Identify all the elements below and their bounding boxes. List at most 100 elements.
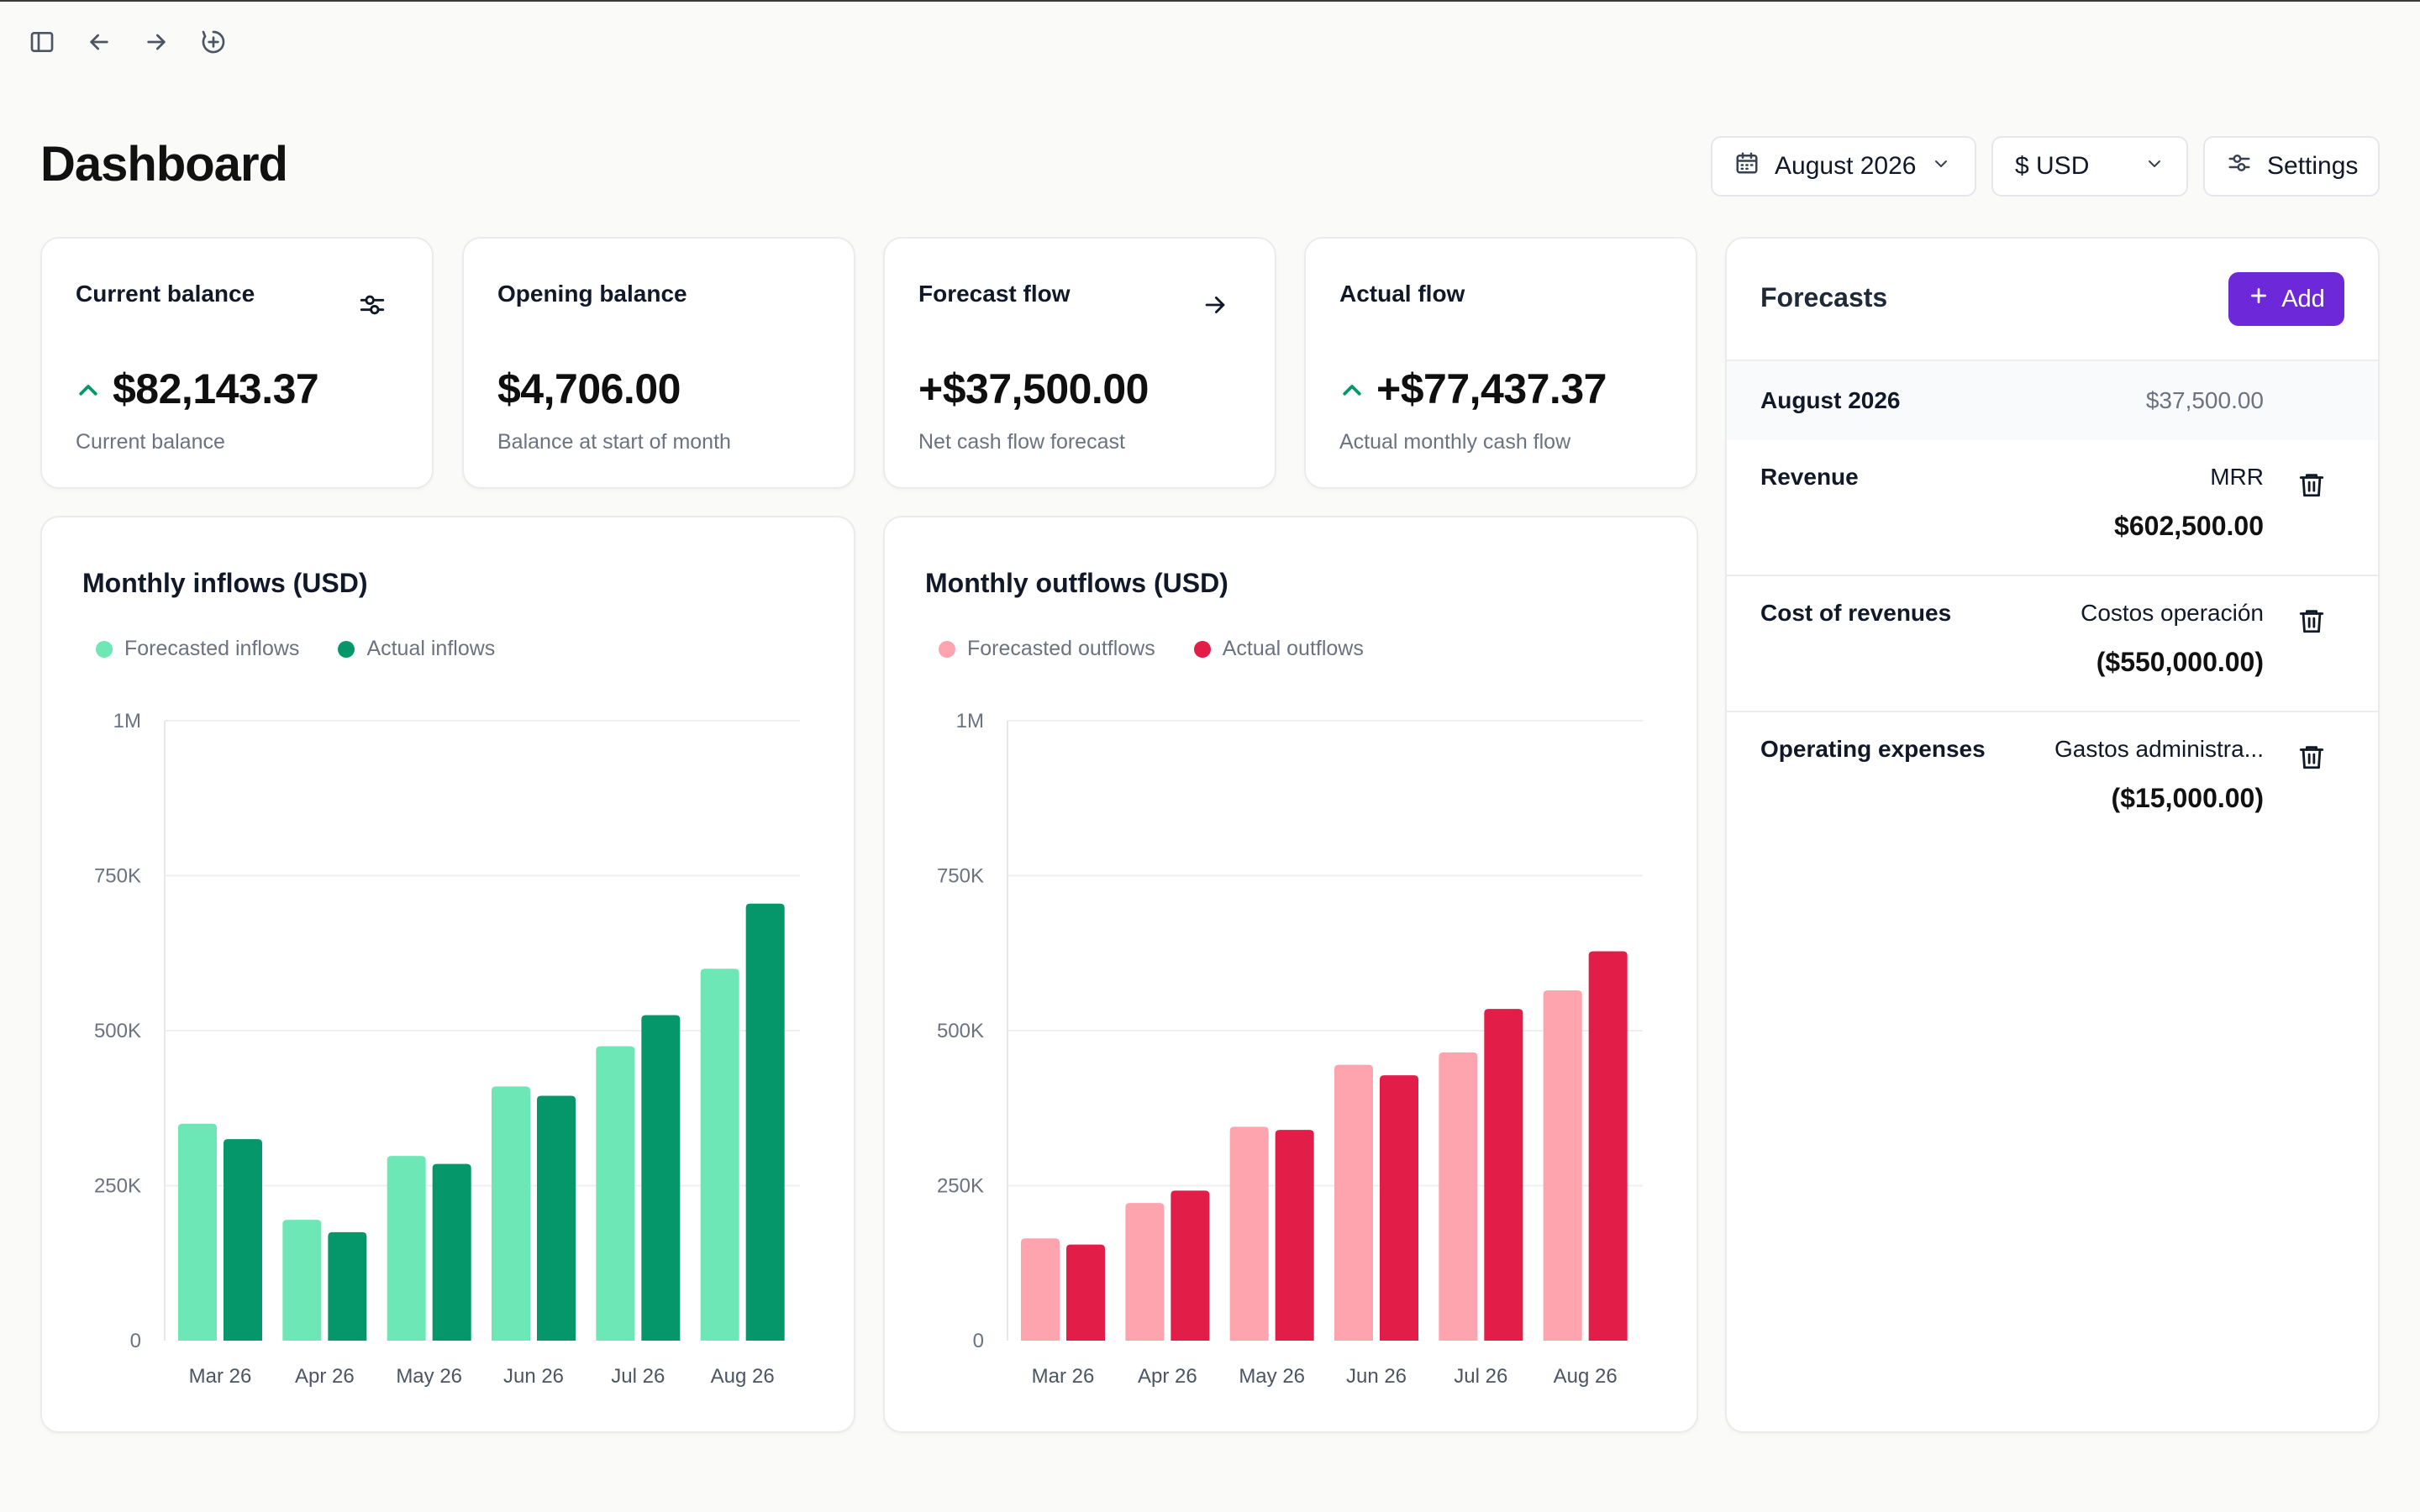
y-tick-label: 750K — [94, 865, 141, 888]
x-tick-label: Jun 26 — [1346, 1365, 1407, 1388]
legend-label: Forecasted outflows — [967, 637, 1155, 660]
card-value-text: $4,706.00 — [497, 365, 681, 412]
card-subtitle: Balance at start of month — [497, 430, 731, 454]
trash-icon[interactable] — [2297, 470, 2326, 499]
forecast-row[interactable]: Operating expenses Gastos administra... … — [1727, 712, 2378, 848]
card-label: Actual flow — [1339, 281, 1465, 307]
y-tick-label: 0 — [973, 1330, 984, 1352]
card-value: +$77,437.37 — [1339, 365, 1607, 413]
sidebar-toggle-icon[interactable] — [25, 25, 59, 59]
outflows-chart-card: 0 250K 500K 750K 1M Mar 26 Apr 26 May 26 Jun 26 J… — [883, 516, 1698, 1433]
x-tick-label: Apr 26 — [1138, 1365, 1197, 1388]
x-tick-label: Mar 26 — [189, 1365, 252, 1388]
bar-actual-outflows — [1275, 1130, 1314, 1341]
legend-label: Forecasted inflows — [124, 637, 300, 660]
chevron-down-icon — [2144, 152, 2165, 181]
legend-item: Forecasted outflows — [939, 637, 1155, 661]
forecast-row-name: Cost of revenues — [1760, 600, 1952, 626]
bar-forecasted-inflows — [596, 1046, 635, 1341]
x-tick-label: Jul 26 — [611, 1365, 665, 1388]
forward-arrow-icon[interactable] — [139, 25, 173, 59]
chart-legend: Forecasted outflows Actual outflows — [939, 637, 1364, 661]
trash-icon[interactable] — [2297, 606, 2326, 635]
add-forecast-button[interactable]: Add — [2228, 272, 2344, 326]
forecast-row-category: Costos operación — [2081, 600, 2264, 626]
chart-legend: Forecasted inflows Actual inflows — [96, 637, 495, 661]
forecasts-title: Forecasts — [1760, 282, 1888, 312]
calendar-icon — [1734, 150, 1760, 182]
bar-actual-outflows — [1171, 1190, 1210, 1341]
bar-actual-inflows — [537, 1095, 576, 1341]
bar-actual-inflows — [328, 1231, 367, 1341]
forecast-period-row[interactable]: August 2026 $37,500.00 — [1727, 360, 2378, 440]
y-tick-label: 250K — [94, 1175, 141, 1198]
bar-forecasted-outflows — [1229, 1126, 1269, 1341]
period-name: August 2026 — [1760, 387, 1901, 413]
bar-actual-outflows — [1380, 1075, 1418, 1341]
y-tick-label: 250K — [937, 1175, 984, 1198]
card-subtitle: Actual monthly cash flow — [1339, 430, 1571, 454]
bar-forecasted-inflows — [700, 969, 739, 1341]
bar-actual-inflows — [224, 1139, 262, 1341]
back-arrow-icon[interactable] — [82, 25, 116, 59]
legend-swatch — [338, 640, 355, 658]
y-tick-label: 500K — [94, 1020, 141, 1042]
month-picker[interactable]: August 2026 — [1711, 136, 1976, 197]
y-tick-label: 500K — [937, 1020, 984, 1042]
card-value-text: +$37,500.00 — [918, 365, 1149, 412]
forecast-row-category: Gastos administra... — [2054, 736, 2264, 762]
x-tick-label: Aug 26 — [1554, 1365, 1618, 1388]
legend-swatch — [96, 640, 113, 658]
forecast-row[interactable]: Cost of revenues Costos operación ($550,… — [1727, 576, 2378, 712]
forecast-row-amount: $602,500.00 — [2114, 511, 2264, 541]
opening-balance-card: Opening balance $4,706.00 Balance at sta… — [462, 237, 855, 489]
settings-label: Settings — [2267, 152, 2359, 180]
current-balance-card: Current balance $82,143.37 Current balan… — [40, 237, 434, 489]
chevron-down-icon — [1931, 152, 1951, 181]
outflows-chart: 0 250K 500K 750K 1M Mar 26 Apr 26 May 26 Jun 26 J… — [937, 710, 1643, 1388]
bar-actual-outflows — [1588, 951, 1628, 1341]
card-subtitle: Current balance — [76, 430, 225, 454]
bar-forecasted-inflows — [178, 1123, 217, 1341]
new-tab-plus-icon[interactable] — [197, 25, 230, 59]
chart-title: Monthly inflows (USD) — [82, 568, 368, 598]
trend-up-icon — [1339, 365, 1365, 413]
legend-swatch — [1193, 640, 1211, 658]
inflows-chart-card: 0 250K 500K 750K 1M Mar 26 Apr 26 May 26 Jun 26 J… — [40, 516, 855, 1433]
add-label: Add — [2281, 285, 2325, 312]
settings-button[interactable]: Settings — [2203, 136, 2380, 197]
currency-select[interactable]: $ USD — [1991, 136, 2188, 197]
currency-select-label: $ USD — [2015, 152, 2090, 180]
card-value-text: +$77,437.37 — [1376, 365, 1607, 412]
card-value: +$37,500.00 — [918, 365, 1149, 413]
trend-up-icon — [76, 365, 101, 413]
arrow-right-icon[interactable] — [1201, 291, 1229, 319]
month-picker-label: August 2026 — [1775, 152, 1917, 180]
legend-item: Actual inflows — [338, 637, 495, 661]
bar-actual-outflows — [1484, 1009, 1523, 1341]
legend-item: Actual outflows — [1193, 637, 1364, 661]
bar-forecasted-inflows — [492, 1086, 530, 1341]
card-value: $82,143.37 — [76, 365, 319, 413]
header-controls: August 2026 $ USD Settings — [1711, 136, 2380, 197]
forecast-row-name: Operating expenses — [1760, 736, 1986, 762]
card-label: Opening balance — [497, 281, 687, 307]
y-tick-label: 1M — [956, 710, 984, 732]
inflows-chart: 0 250K 500K 750K 1M Mar 26 Apr 26 May 26 Jun 26 J… — [94, 710, 800, 1388]
y-tick-label: 750K — [937, 865, 984, 888]
forecast-row[interactable]: Revenue MRR $602,500.00 — [1727, 440, 2378, 576]
bar-actual-inflows — [745, 903, 785, 1341]
sliders-icon[interactable] — [358, 291, 387, 319]
x-tick-label: Mar 26 — [1032, 1365, 1095, 1388]
card-label: Forecast flow — [918, 281, 1071, 307]
bar-forecasted-outflows — [1543, 990, 1582, 1341]
legend-label: Actual inflows — [366, 637, 496, 660]
bar-forecasted-outflows — [1125, 1203, 1165, 1341]
chart-title: Monthly outflows (USD) — [925, 568, 1228, 598]
x-tick-label: Apr 26 — [295, 1365, 355, 1388]
forecasts-panel: Forecasts Add August 2026 $37,500.00 Rev… — [1725, 237, 2380, 1433]
x-tick-label: May 26 — [1239, 1365, 1305, 1388]
forecast-flow-card: Forecast flow +$37,500.00 Net cash flow … — [883, 237, 1276, 489]
x-tick-label: May 26 — [396, 1365, 462, 1388]
trash-icon[interactable] — [2297, 743, 2326, 771]
